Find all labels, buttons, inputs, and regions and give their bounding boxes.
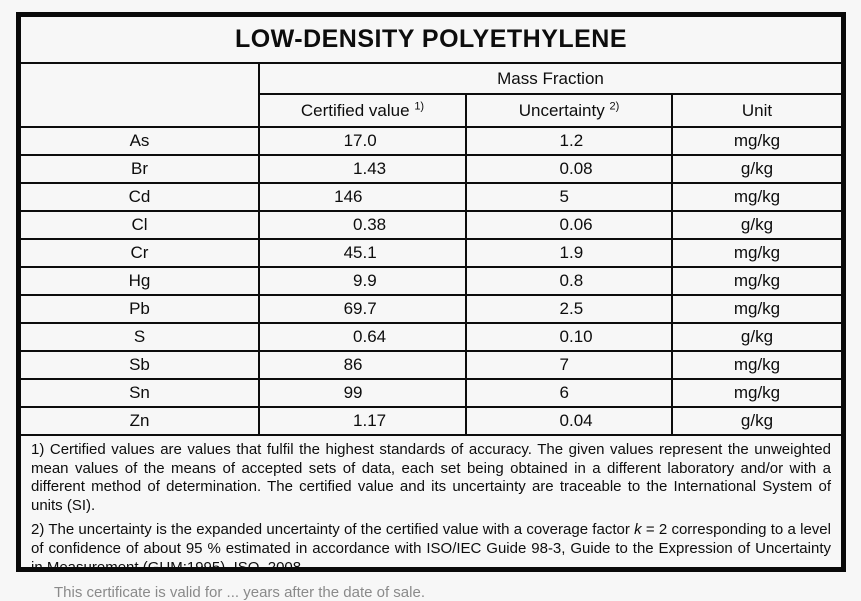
element-cell: S bbox=[21, 323, 260, 352]
element-cell: Cr bbox=[21, 239, 260, 268]
footnote-1: 1) Certified values are values that fulf… bbox=[31, 441, 831, 514]
certified-value-cell: 0.64 bbox=[259, 323, 467, 352]
unit-header: Unit bbox=[672, 94, 841, 128]
clipped-validity-note: This certificate is valid for ... years … bbox=[54, 584, 425, 601]
footnote-row: 1) Certified values are values that fulf… bbox=[21, 435, 841, 572]
certified-value-header: Certified value 1) bbox=[259, 94, 467, 128]
footnote-2: 2) The uncertainty is the expanded uncer… bbox=[31, 521, 831, 572]
table-row: Cl 0.38 0.06 g/kg bbox=[21, 211, 841, 240]
certified-value-cell: 45.1 bbox=[259, 239, 467, 268]
element-cell: Cl bbox=[21, 211, 260, 240]
certified-value-cell: 99 bbox=[259, 379, 467, 408]
uncertainty-cell: 0.10 bbox=[466, 323, 673, 352]
unit-cell: g/kg bbox=[672, 407, 841, 436]
unit-cell: g/kg bbox=[672, 323, 841, 352]
element-cell: Pb bbox=[21, 295, 260, 324]
element-header-cell bbox=[21, 63, 260, 128]
certified-value-cell: 86 bbox=[259, 351, 467, 380]
table-row: Cd 146 5 mg/kg bbox=[21, 183, 841, 212]
uncertainty-cell: 0.08 bbox=[466, 155, 673, 184]
table-row: Zn 1.17 0.04 g/kg bbox=[21, 407, 841, 436]
footnote-1-marker: 1) bbox=[414, 99, 425, 112]
certified-value-cell: 9.9 bbox=[259, 267, 467, 296]
element-cell: Sb bbox=[21, 351, 260, 380]
footnote-section: 1) Certified values are values that fulf… bbox=[21, 435, 841, 572]
uncertainty-cell: 5 bbox=[466, 183, 673, 212]
uncertainty-cell: 7 bbox=[466, 351, 673, 380]
certified-value-cell: 17.0 bbox=[259, 127, 467, 156]
certified-value-cell: 0.38 bbox=[259, 211, 467, 240]
uncertainty-cell: 1.9 bbox=[466, 239, 673, 268]
mass-fraction-header: Mass Fraction bbox=[259, 63, 841, 95]
table-row: Hg 9.9 0.8 mg/kg bbox=[21, 267, 841, 296]
certificate-table: LOW-DENSITY POLYETHYLENE Mass Fraction C… bbox=[21, 17, 841, 572]
uncertainty-cell: 2.5 bbox=[466, 295, 673, 324]
unit-cell: mg/kg bbox=[672, 379, 841, 408]
table-row: Sn 99 6 mg/kg bbox=[21, 379, 841, 408]
page-title: LOW-DENSITY POLYETHYLENE bbox=[21, 17, 841, 64]
element-cell: Zn bbox=[21, 407, 260, 436]
table-row: S 0.64 0.10 g/kg bbox=[21, 323, 841, 352]
element-cell: Hg bbox=[21, 267, 260, 296]
table-row: Pb 69.7 2.5 mg/kg bbox=[21, 295, 841, 324]
unit-cell: mg/kg bbox=[672, 127, 841, 156]
unit-cell: mg/kg bbox=[672, 351, 841, 380]
uncertainty-header-label: Uncertainty bbox=[518, 100, 605, 120]
element-cell: As bbox=[21, 127, 260, 156]
certified-value-header-label: Certified value bbox=[300, 100, 410, 120]
unit-cell: mg/kg bbox=[672, 183, 841, 212]
table-row: Br 1.43 0.08 g/kg bbox=[21, 155, 841, 184]
footnote-2-marker: 2) bbox=[609, 99, 620, 112]
unit-cell: g/kg bbox=[672, 211, 841, 240]
footnotes-cell: 1) Certified values are values that fulf… bbox=[21, 435, 841, 572]
unit-cell: mg/kg bbox=[672, 295, 841, 324]
uncertainty-cell: 0.04 bbox=[466, 407, 673, 436]
unit-cell: mg/kg bbox=[672, 267, 841, 296]
certified-value-cell: 146 bbox=[259, 183, 467, 212]
uncertainty-cell: 6 bbox=[466, 379, 673, 408]
column-header-row: Certified value 1) Uncertainty 2) Unit bbox=[21, 94, 841, 128]
table-row: Sb 86 7 mg/kg bbox=[21, 351, 841, 380]
element-cell: Cd bbox=[21, 183, 260, 212]
title-row: LOW-DENSITY POLYETHYLENE bbox=[21, 17, 841, 64]
table-row: Cr 45.1 1.9 mg/kg bbox=[21, 239, 841, 268]
certified-value-cell: 69.7 bbox=[259, 295, 467, 324]
uncertainty-cell: 0.06 bbox=[466, 211, 673, 240]
element-cell: Sn bbox=[21, 379, 260, 408]
certified-value-cell: 1.43 bbox=[259, 155, 467, 184]
certified-value-cell: 1.17 bbox=[259, 407, 467, 436]
unit-cell: g/kg bbox=[672, 155, 841, 184]
footnotes-block: 1) Certified values are values that fulf… bbox=[31, 441, 831, 572]
group-header-row: Mass Fraction bbox=[21, 63, 841, 128]
certificate-table-frame: LOW-DENSITY POLYETHYLENE Mass Fraction C… bbox=[16, 12, 846, 572]
uncertainty-header: Uncertainty 2) bbox=[466, 94, 673, 128]
unit-cell: mg/kg bbox=[672, 239, 841, 268]
element-cell: Br bbox=[21, 155, 260, 184]
uncertainty-cell: 0.8 bbox=[466, 267, 673, 296]
uncertainty-cell: 1.2 bbox=[466, 127, 673, 156]
table-row: As 17.0 1.2 mg/kg bbox=[21, 127, 841, 156]
